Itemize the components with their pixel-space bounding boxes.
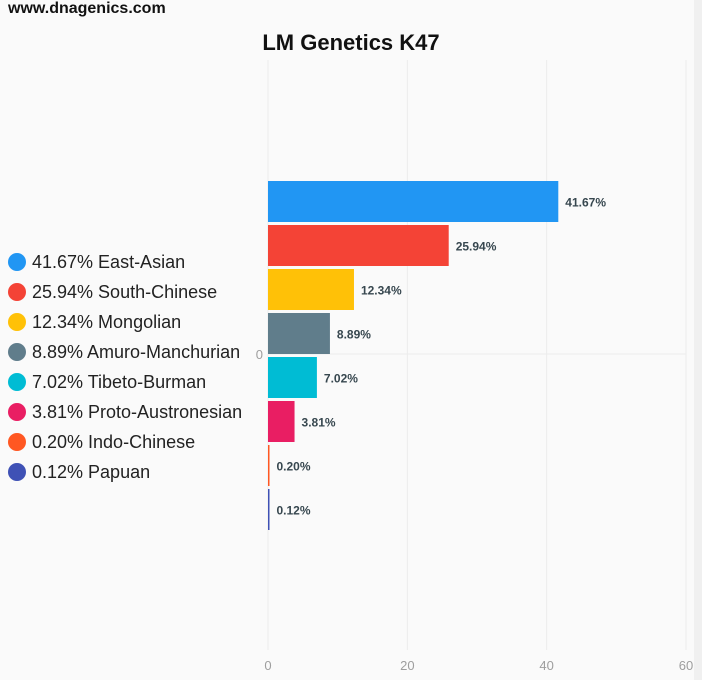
legend-item[interactable]: 8.89% Amuro-Manchurian: [8, 337, 242, 367]
legend-item[interactable]: 0.12% Papuan: [8, 457, 242, 487]
x-tick-label: 0: [264, 658, 271, 673]
legend-swatch: [8, 343, 26, 361]
bar[interactable]: [268, 181, 559, 222]
bar-value-label: 41.67%: [565, 196, 606, 210]
bar[interactable]: [268, 401, 295, 442]
bar-value-label: 8.89%: [337, 328, 371, 342]
legend-label: 12.34% Mongolian: [32, 311, 182, 332]
x-tick-label: 20: [400, 658, 414, 673]
legend-item[interactable]: 3.81% Proto-Austronesian: [8, 397, 242, 427]
bar[interactable]: [268, 489, 270, 530]
legend-item[interactable]: 12.34% Mongolian: [8, 307, 242, 337]
legend-label: 0.12% Papuan: [32, 461, 151, 482]
vertical-scrollbar[interactable]: [694, 0, 702, 680]
bar-value-label: 0.12%: [277, 504, 311, 518]
bar-value-label: 7.02%: [324, 372, 358, 386]
x-tick-label: 40: [539, 658, 553, 673]
legend-label: 7.02% Tibeto-Burman: [32, 371, 207, 392]
bar[interactable]: [268, 313, 330, 354]
legend-label: 0.20% Indo-Chinese: [32, 431, 196, 452]
x-tick-label: 60: [679, 658, 693, 673]
legend-swatch: [8, 253, 26, 271]
legend-swatch: [8, 433, 26, 451]
legend-item[interactable]: 7.02% Tibeto-Burman: [8, 367, 242, 397]
legend-item[interactable]: 41.67% East-Asian: [8, 247, 242, 277]
bar-value-label: 3.81%: [302, 416, 336, 430]
bar[interactable]: [268, 269, 354, 310]
legend-swatch: [8, 403, 26, 421]
legend-swatch: [8, 373, 26, 391]
bar-value-label: 12.34%: [361, 284, 402, 298]
bar[interactable]: [268, 357, 317, 398]
legend-item[interactable]: 25.94% South-Chinese: [8, 277, 242, 307]
chart-legend: 41.67% East-Asian 25.94% South-Chinese 1…: [8, 247, 242, 487]
legend-label: 8.89% Amuro-Manchurian: [32, 341, 241, 362]
bar[interactable]: [268, 445, 270, 486]
y-zero-label: 0: [256, 347, 263, 362]
chart-title: LM Genetics K47: [262, 30, 440, 55]
legend-label: 25.94% South-Chinese: [32, 281, 218, 302]
bar[interactable]: [268, 225, 449, 266]
legend-item[interactable]: 0.20% Indo-Chinese: [8, 427, 242, 457]
site-url: www.dnagenics.com: [8, 0, 166, 17]
bar-value-label: 0.20%: [277, 460, 311, 474]
legend-label: 41.67% East-Asian: [32, 251, 186, 272]
legend-swatch: [8, 463, 26, 481]
legend-label: 3.81% Proto-Austronesian: [32, 401, 243, 422]
bar-value-label: 25.94%: [456, 240, 497, 254]
legend-swatch: [8, 313, 26, 331]
legend-swatch: [8, 283, 26, 301]
